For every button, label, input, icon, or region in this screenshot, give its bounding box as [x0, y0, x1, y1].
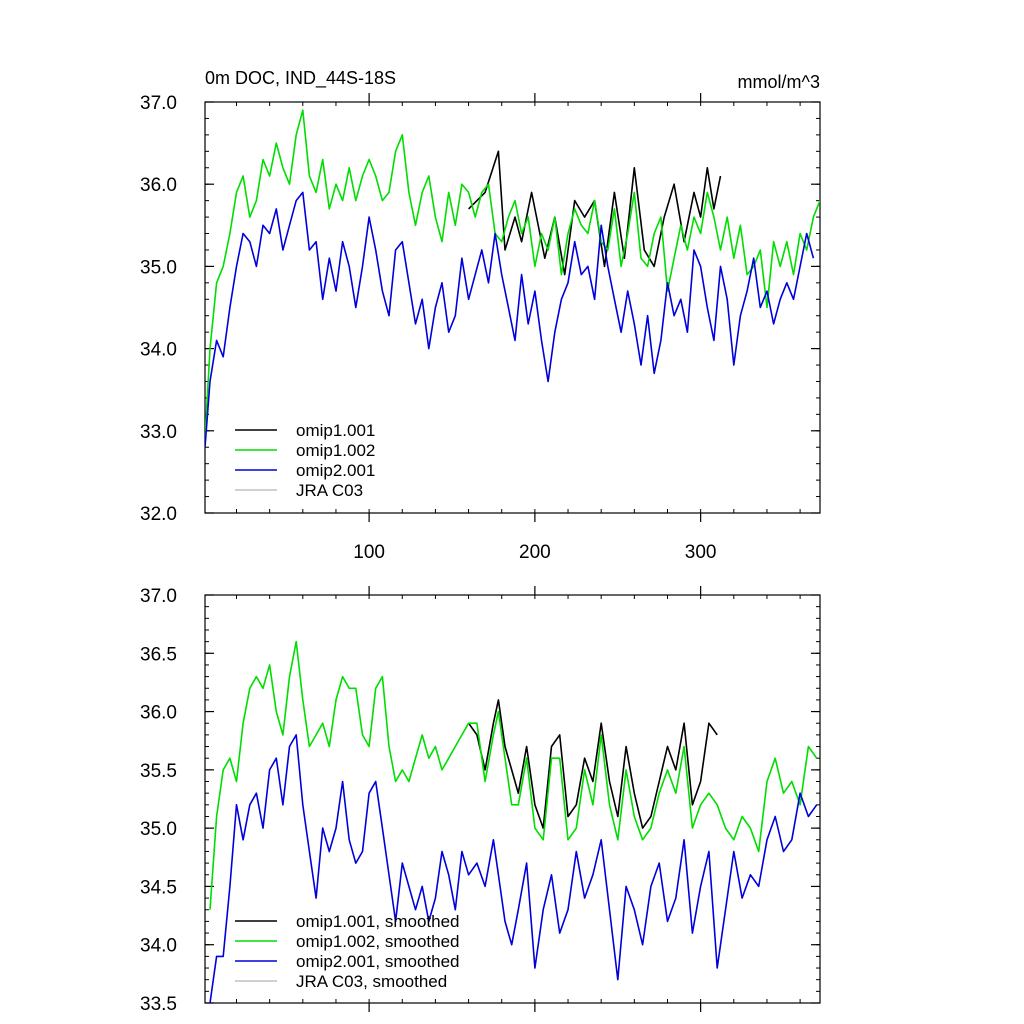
bottom-series-line-3	[209, 734, 818, 1003]
top-y-tick-label: 32.0	[140, 504, 177, 525]
bottom-y-tick-label: 36.5	[140, 644, 177, 665]
bottom-legend-label-3: omip2.001, smoothed	[296, 952, 460, 971]
top-x-tick-label: 100	[353, 542, 385, 563]
top-x-tick-label: 200	[519, 542, 551, 563]
bottom-y-tick-label: 35.0	[140, 819, 177, 840]
bottom-panel: 33.5 34.0 34.5 35.0 35.5 36.0 36.5 37.0 omip1.00…	[140, 586, 821, 1015]
bottom-legend-label-1: omip1.001, smoothed	[296, 912, 460, 931]
top-series-line-1	[468, 150, 722, 276]
bottom-y-tick-label: 34.0	[140, 936, 177, 957]
bottom-y-tick-label: 33.5	[140, 994, 177, 1015]
top-legend-label-3: omip2.001	[296, 461, 375, 480]
top-y-tick-label: 36.0	[140, 175, 177, 196]
top-panel-title: 0m DOC, IND_44S-18S	[205, 68, 396, 89]
bottom-y-tick-label: 36.0	[140, 703, 177, 724]
top-y-tick-label: 35.0	[140, 257, 177, 278]
top-panel-units: mmol/m^3	[738, 72, 820, 92]
bottom-legend-label-4: JRA C03, smoothed	[296, 972, 447, 991]
top-legend-label-1: omip1.001	[296, 421, 375, 440]
bottom-legend-label-2: omip1.002, smoothed	[296, 932, 460, 951]
top-series-line-3	[205, 191, 815, 448]
top-panel: 0m DOC, IND_44S-18S mmol/m^3 32.0 33.0 34.…	[140, 68, 821, 563]
top-y-tick-label: 33.0	[140, 422, 177, 443]
bottom-series-line-2	[209, 640, 818, 910]
top-legend-label-4: JRA C03	[296, 481, 363, 500]
bottom-y-tick-label: 35.5	[140, 761, 177, 782]
bottom-plot-frame	[204, 594, 821, 1004]
top-legend-label-2: omip1.002	[296, 441, 375, 460]
top-plot-frame	[204, 101, 821, 514]
bottom-y-tick-label: 37.0	[140, 586, 177, 607]
top-series-line-2	[205, 109, 820, 440]
bottom-y-tick-label: 34.5	[140, 877, 177, 898]
bottom-series-line-1	[467, 699, 718, 829]
top-y-tick-label: 34.0	[140, 340, 177, 361]
top-y-tick-label: 37.0	[140, 93, 177, 114]
top-x-tick-label: 300	[685, 542, 717, 563]
